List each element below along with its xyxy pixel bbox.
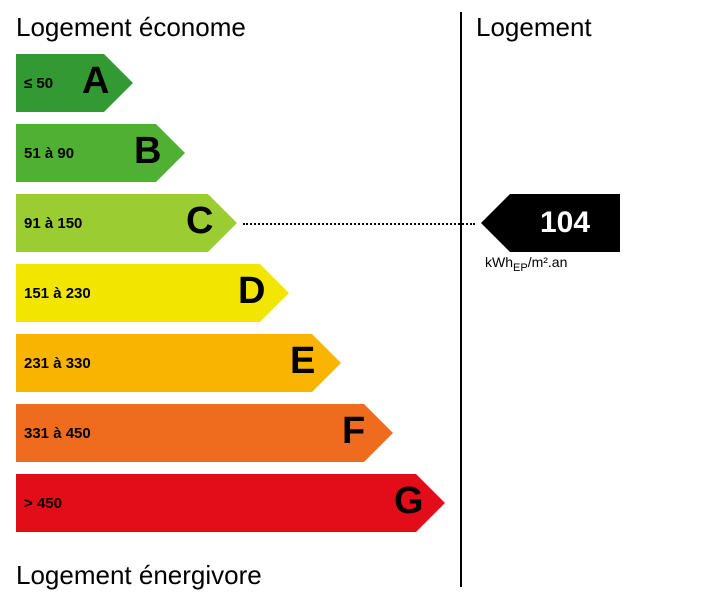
bar-letter: D (238, 270, 265, 313)
energy-bar-d: 151 à 230 D (16, 264, 416, 322)
bar-letter: G (394, 480, 424, 523)
bar-shape: 331 à 450 (16, 404, 364, 462)
bar-letter: C (186, 200, 213, 243)
energy-bar-a: ≤ 50 A (16, 54, 416, 112)
energy-bar-b: 51 à 90 B (16, 124, 416, 182)
energy-bars-container: ≤ 50 A 51 à 90 B 91 à 150 C 151 à 230 D 231 à 33… (16, 54, 416, 544)
bar-letter: E (290, 340, 315, 383)
energy-bar-e: 231 à 330 E (16, 334, 416, 392)
header-economical: Logement économe (16, 12, 246, 43)
bar-shape: 151 à 230 (16, 264, 260, 322)
footer-energivore: Logement énergivore (16, 560, 262, 591)
bar-range-label: 231 à 330 (16, 355, 91, 372)
vertical-divider (460, 12, 462, 587)
result-value-badge: 104 (510, 194, 620, 252)
bar-range-label: 91 à 150 (16, 215, 82, 232)
result-connector-line (243, 223, 475, 225)
bar-range-label: ≤ 50 (16, 75, 53, 92)
result-unit-label: kWhEP/m².an (485, 254, 567, 274)
bar-shape: > 450 (16, 474, 416, 532)
bar-range-label: 51 à 90 (16, 145, 74, 162)
bar-range-label: 151 à 230 (16, 285, 91, 302)
header-property: Logement (476, 12, 592, 43)
bar-letter: F (342, 410, 365, 453)
bar-shape: 231 à 330 (16, 334, 312, 392)
bar-shape: 91 à 150 (16, 194, 208, 252)
bar-range-label: > 450 (16, 495, 62, 512)
bar-range-label: 331 à 450 (16, 425, 91, 442)
bar-letter: A (82, 60, 109, 103)
bar-letter: B (134, 130, 161, 173)
energy-bar-g: > 450G (16, 474, 416, 532)
energy-bar-f: 331 à 450 F (16, 404, 416, 462)
